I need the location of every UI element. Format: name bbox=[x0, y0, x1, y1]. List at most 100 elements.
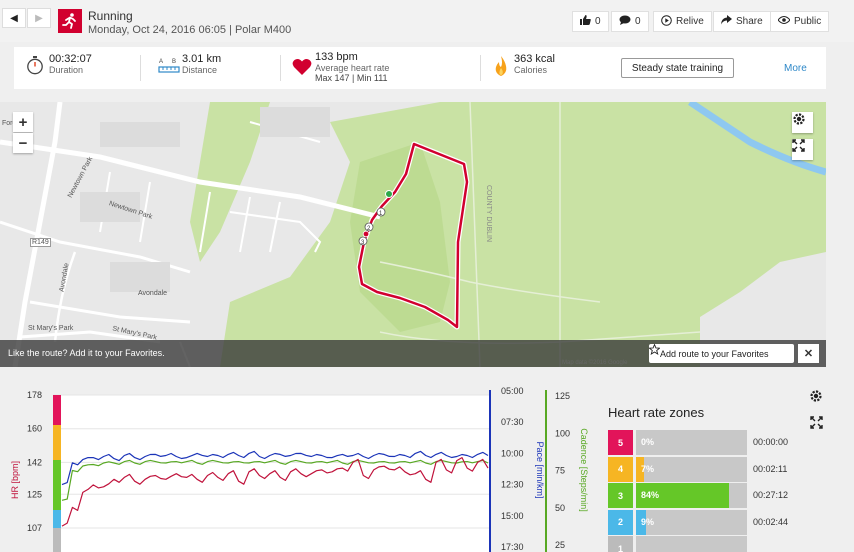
zone-number: 4 bbox=[608, 456, 633, 482]
like-count: 0 bbox=[595, 16, 601, 27]
cadence-tick-label: 125 bbox=[555, 391, 570, 401]
pace-tick-label: 07:30 bbox=[501, 417, 524, 427]
cadence-tick-label: 100 bbox=[555, 428, 570, 438]
summary-strip: 00:32:07 Duration A B 3.01 km Distance 1… bbox=[14, 47, 826, 89]
heart-icon bbox=[292, 58, 312, 81]
calories-stat: 363 kcal Calories bbox=[514, 53, 555, 75]
gear-icon bbox=[809, 389, 823, 408]
previous-session-button[interactable]: ◀ bbox=[2, 8, 26, 28]
km-marker[interactable] bbox=[364, 222, 374, 232]
share-label: Share bbox=[736, 16, 763, 27]
svg-text:3: 3 bbox=[361, 240, 365, 246]
heart-rate-label: Average heart rate bbox=[315, 63, 390, 73]
zone-bar-track: 7% bbox=[636, 456, 747, 482]
cadence-line bbox=[61, 459, 489, 501]
more-link[interactable]: More bbox=[784, 63, 807, 74]
session-subtitle: Monday, Oct 24, 2016 06:05 | Polar M400 bbox=[88, 24, 292, 36]
comment-count[interactable]: 0 bbox=[635, 16, 641, 27]
share-button[interactable]: Share bbox=[713, 11, 771, 32]
duration-value: 00:32:07 bbox=[49, 53, 92, 65]
chart-settings-button[interactable] bbox=[806, 388, 826, 408]
zone-percent: 7% bbox=[641, 463, 655, 474]
route-map[interactable]: 1 2 3 Newtown Park Newtown Park Avondale… bbox=[0, 102, 826, 367]
road bbox=[19, 330, 161, 344]
km-marker[interactable] bbox=[376, 207, 386, 217]
hr-tick-label: 142 bbox=[27, 457, 42, 467]
distance-value: 3.01 km bbox=[182, 53, 222, 65]
relive-label: Relive bbox=[676, 16, 704, 27]
zone-time: 00:00:00 bbox=[753, 437, 789, 447]
thumbs-up-icon bbox=[580, 15, 591, 28]
chart-fullscreen-button[interactable] bbox=[806, 415, 826, 435]
map-label: Avondale bbox=[138, 290, 168, 297]
zone-band bbox=[53, 425, 61, 460]
pace-tick-label: 17:30 bbox=[501, 542, 524, 552]
zone-row: 1 bbox=[608, 536, 808, 552]
km-marker[interactable] bbox=[358, 236, 368, 246]
map-settings-button[interactable] bbox=[792, 112, 813, 133]
heart-rate-zones: Heart rate zones 5 0% 00:00:00 4 7% 00:02:11 3… bbox=[608, 405, 808, 552]
hr-tick-label: 160 bbox=[27, 424, 42, 434]
plot-area bbox=[53, 395, 490, 552]
visibility-button[interactable]: Public bbox=[770, 11, 830, 32]
header-bar: ◀ ▶ Running Monday, Oct 24, 2016 06:05 |… bbox=[0, 0, 854, 42]
hr-line bbox=[61, 456, 489, 527]
arrow-left-icon: ◀ bbox=[10, 12, 18, 24]
duration-stat: 00:32:07 Duration bbox=[49, 53, 92, 75]
zone-row: 5 0% 00:00:00 bbox=[608, 430, 808, 457]
start-marker[interactable] bbox=[385, 190, 393, 198]
end-marker[interactable] bbox=[362, 230, 370, 238]
map-label: COUNTY DUBLIN bbox=[485, 184, 493, 243]
comment-button[interactable]: 0 bbox=[611, 11, 649, 32]
zoom-out-button[interactable]: − bbox=[13, 133, 33, 153]
route-line[interactable] bbox=[357, 142, 469, 329]
next-session-button[interactable]: ▶ bbox=[27, 8, 51, 28]
zone-bar bbox=[636, 509, 646, 535]
add-to-favorites-label: Add route to your Favorites bbox=[660, 348, 769, 359]
sample-chart[interactable]: 178 160 142 125 107 HR [bpm] 05:00 07:30 10:00 12… bbox=[0, 380, 600, 552]
zone-bar-track bbox=[636, 536, 747, 552]
heart-rate-value: 133 bpm bbox=[315, 51, 358, 63]
add-to-favorites-button[interactable]: Add route to your Favorites bbox=[649, 344, 794, 363]
zone-band bbox=[53, 510, 61, 528]
cadence-tick-label: 50 bbox=[555, 503, 565, 513]
hr-axis-title: HR [bpm] bbox=[10, 461, 20, 499]
zone-percent: 84% bbox=[641, 490, 660, 500]
share-icon bbox=[721, 15, 732, 28]
map-fullscreen-button[interactable] bbox=[792, 139, 813, 160]
distance-icon: A B bbox=[158, 56, 180, 81]
zones-list: 5 0% 00:00:00 4 7% 00:02:11 3 84% 00:27:12 2 9% 00:… bbox=[608, 430, 808, 552]
zone-band bbox=[53, 460, 61, 510]
zone-time: 00:02:44 bbox=[753, 516, 789, 527]
map-attribution: Map data ©2016 Google bbox=[562, 360, 628, 366]
like-button[interactable]: 0 bbox=[572, 11, 609, 32]
pace-tick-label: 15:00 bbox=[501, 511, 524, 521]
divider bbox=[140, 55, 141, 81]
eye-icon bbox=[777, 16, 791, 27]
road bbox=[12, 102, 63, 367]
zones-title: Heart rate zones bbox=[608, 405, 705, 420]
hr-tick-label: 178 bbox=[27, 390, 42, 400]
chart-canvas[interactable]: 178 160 142 125 107 HR [bpm] 05:00 07:30 10:00 12… bbox=[0, 380, 600, 552]
heart-rate-stat: 133 bpm Average heart rate Max 147 | Min… bbox=[315, 51, 389, 83]
zoom-in-button[interactable]: + bbox=[13, 112, 33, 132]
play-icon bbox=[661, 14, 672, 29]
road bbox=[0, 139, 381, 220]
calories-label: Calories bbox=[514, 65, 548, 75]
pace-tick-label: 12:30 bbox=[501, 480, 524, 490]
park-strip bbox=[190, 102, 270, 262]
zone-number: 3 bbox=[608, 483, 633, 508]
zone-bar-track: 84% bbox=[636, 483, 747, 508]
map-canvas[interactable]: 1 2 3 bbox=[0, 102, 826, 367]
calories-value: 363 kcal bbox=[514, 53, 555, 65]
close-favorites-button[interactable]: ✕ bbox=[798, 344, 819, 363]
training-benefit-button[interactable]: Steady state training bbox=[621, 58, 734, 78]
road-number-label: R149 bbox=[30, 238, 51, 247]
relive-button[interactable]: Relive bbox=[653, 11, 712, 32]
distance-label: Distance bbox=[182, 65, 218, 75]
distance-stat: 3.01 km Distance bbox=[182, 53, 221, 75]
zone-bar-track: 0% bbox=[636, 430, 747, 455]
pace-line bbox=[61, 450, 489, 486]
cadence-tick-label: 75 bbox=[555, 466, 565, 476]
zone-number: 5 bbox=[608, 430, 633, 455]
